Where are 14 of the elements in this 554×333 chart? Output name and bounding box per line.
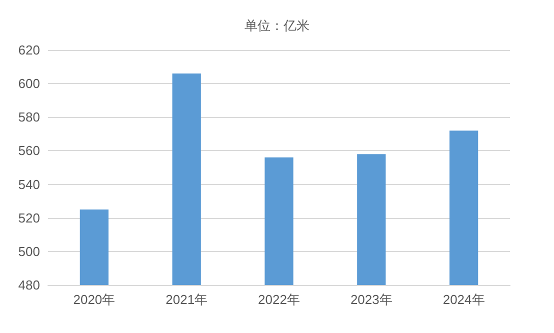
y-tick-label: 580 [18,110,40,125]
y-tick-label: 520 [18,210,40,226]
x-tick-label: 2022年 [258,292,300,307]
x-tick-label: 2020年 [73,292,116,307]
y-tick-label: 500 [18,244,40,259]
y-tick-label: 560 [18,143,40,158]
x-tick-label: 2021年 [166,292,208,307]
y-tick-label: 540 [18,176,40,192]
y-tick-label: 620 [18,42,40,58]
x-tick-label: 2023年 [350,292,392,307]
y-tick-label: 480 [18,278,40,292]
x-tick-label: 2024年 [442,292,485,307]
y-tick-label: 600 [18,76,40,92]
chart-title: 单位：亿米 [244,18,310,33]
